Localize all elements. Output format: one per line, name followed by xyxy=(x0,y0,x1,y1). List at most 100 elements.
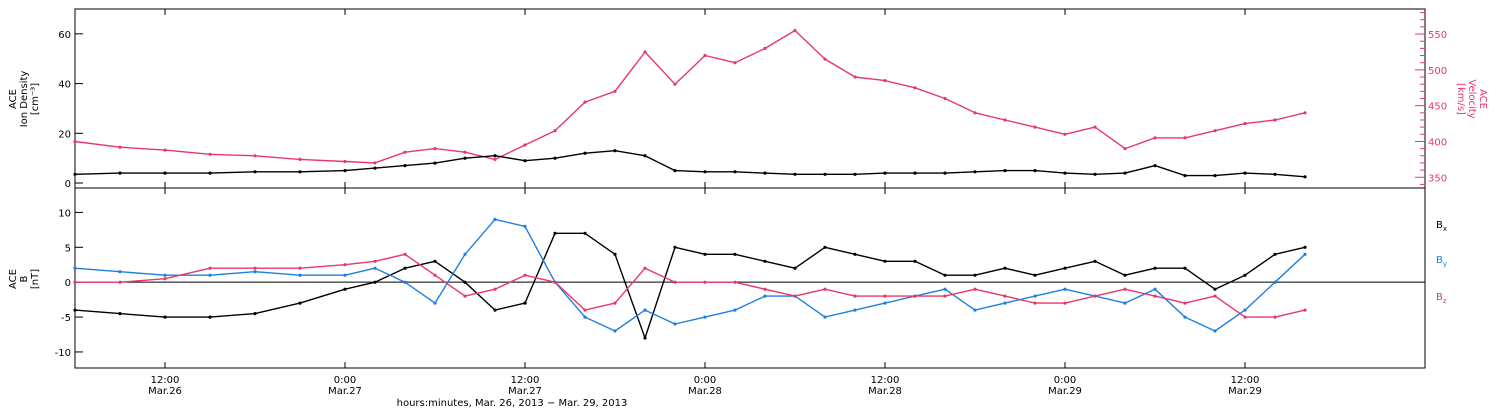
x-tick-time-3: 0:00 xyxy=(694,375,716,386)
x-tick-time-2: 12:00 xyxy=(511,375,540,386)
bottom-panel-frame xyxy=(74,187,1426,369)
by-point xyxy=(943,287,947,291)
by-point xyxy=(673,322,677,326)
by-point xyxy=(463,252,467,256)
density-point xyxy=(793,172,797,176)
by-point xyxy=(1153,287,1157,291)
by-point xyxy=(208,273,212,277)
bz-point xyxy=(1033,301,1037,305)
by-point xyxy=(1183,315,1187,319)
velocity-point xyxy=(913,86,917,90)
bx-point xyxy=(643,336,647,340)
density-point xyxy=(1273,172,1277,176)
by-point xyxy=(1033,294,1037,298)
density-point xyxy=(853,172,857,176)
bz-point xyxy=(793,294,797,298)
bottom-tick-label-4: 10 xyxy=(58,208,71,219)
density-point xyxy=(943,171,947,175)
by-point xyxy=(253,270,257,274)
density-point xyxy=(703,170,707,174)
bz-point xyxy=(253,266,257,270)
bx-point xyxy=(1063,266,1067,270)
bottom-tick-label-0: -10 xyxy=(55,348,71,359)
bx-point xyxy=(343,287,347,291)
density-point xyxy=(823,172,827,176)
by-point xyxy=(403,280,407,284)
bx-point xyxy=(883,259,887,263)
bz-point xyxy=(493,287,497,291)
bz-line xyxy=(75,253,1306,318)
by-point xyxy=(523,224,527,228)
by-point xyxy=(703,315,707,319)
by-point xyxy=(1003,301,1007,305)
bz-point xyxy=(163,277,167,281)
top-series xyxy=(73,28,1307,179)
density-point xyxy=(973,170,977,174)
legend-bz-sub: z xyxy=(1443,297,1447,305)
legend-by-main: B xyxy=(1436,255,1443,266)
bottom-tick-label-2: 0 xyxy=(65,278,71,289)
density-point xyxy=(523,159,527,163)
bx-point xyxy=(1273,252,1277,256)
bx-point xyxy=(118,312,122,316)
bx-point xyxy=(1303,245,1307,249)
velocity-point xyxy=(553,129,557,133)
legend-bx-main: B xyxy=(1436,220,1443,231)
by-point xyxy=(73,266,77,270)
bx-point xyxy=(433,259,437,263)
by-point xyxy=(853,308,857,312)
bottom-panel: ACE B [nT] -10 -5 0 5 10 Bx By Bz xyxy=(8,187,1447,369)
velocity-point xyxy=(298,157,302,161)
velocity-point xyxy=(373,161,377,165)
legend-by-sub: y xyxy=(1443,260,1447,268)
top-right-ylabel-line-2: Velocity xyxy=(1466,79,1477,118)
top-left-ylabel-line-3: [cm⁻³] xyxy=(30,83,41,115)
by-point xyxy=(733,308,737,312)
by-point xyxy=(493,217,497,221)
velocity-point xyxy=(493,157,497,161)
top-right-tick-label-1: 400 xyxy=(1428,137,1447,148)
bz-point xyxy=(343,263,347,267)
bz-point xyxy=(1183,301,1187,305)
velocity-point xyxy=(1303,111,1307,115)
bx-point xyxy=(1153,266,1157,270)
x-tick-date-5: Mar.29 xyxy=(1048,386,1082,397)
velocity-point xyxy=(823,57,827,61)
bx-point xyxy=(373,280,377,284)
bz-point xyxy=(463,294,467,298)
density-point xyxy=(733,170,737,174)
density-point xyxy=(1003,169,1007,173)
top-left-tick-label-2: 40 xyxy=(58,80,71,91)
by-point xyxy=(1123,301,1127,305)
bx-point xyxy=(1183,266,1187,270)
bz-point xyxy=(403,252,407,256)
density-point xyxy=(433,161,437,165)
bx-point xyxy=(73,308,77,312)
by-line xyxy=(74,218,1306,332)
x-tick-date-4: Mar.28 xyxy=(868,386,902,397)
top-left-tick-label-3: 60 xyxy=(58,30,71,41)
bx-line xyxy=(74,232,1306,339)
density-point xyxy=(73,172,77,176)
bz-point xyxy=(943,294,947,298)
x-tick-time-4: 12:00 xyxy=(871,375,900,386)
density-point xyxy=(883,171,887,175)
velocity-point xyxy=(118,145,122,149)
x-tick-date-3: Mar.28 xyxy=(688,386,722,397)
velocity-point xyxy=(1153,136,1157,140)
velocity-point xyxy=(1033,125,1037,129)
bz-point xyxy=(583,308,587,312)
bz-point xyxy=(613,301,617,305)
bx-point xyxy=(298,301,302,305)
velocity-line xyxy=(74,29,1306,164)
bottom-axis: -10 -5 0 5 10 xyxy=(55,208,1425,359)
density-point xyxy=(1213,174,1217,178)
x-tick-date-6: Mar.29 xyxy=(1228,386,1262,397)
by-point xyxy=(883,301,887,305)
bottom-series xyxy=(73,217,1307,340)
velocity-point xyxy=(973,111,977,115)
velocity-point xyxy=(1003,118,1007,122)
by-point xyxy=(1303,252,1307,256)
density-point xyxy=(208,171,212,175)
